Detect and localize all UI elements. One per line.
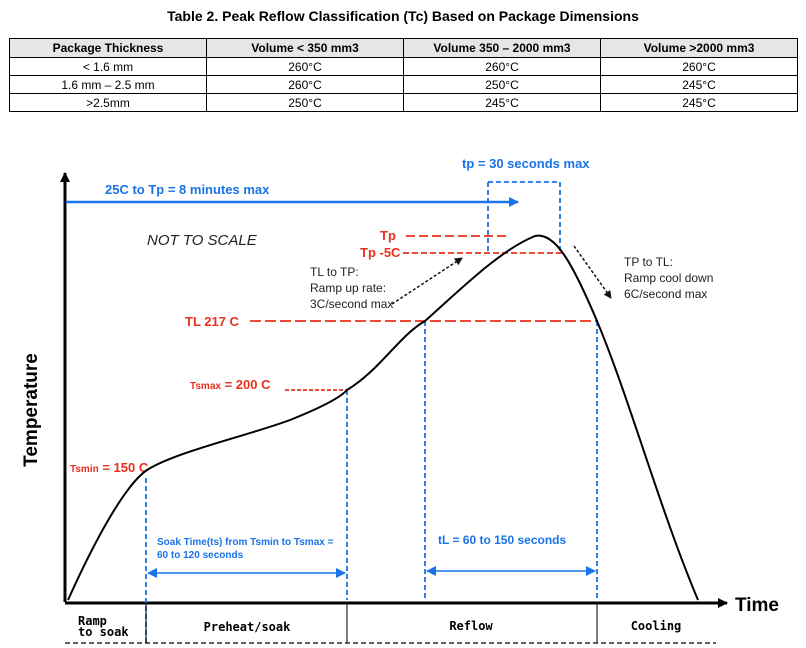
phase-label-ramp-to-soak: Ramp to soak (78, 614, 129, 639)
table-cell: 260°C (600, 57, 798, 76)
tp-duration-label: tp = 30 seconds max (462, 156, 590, 171)
table-row: >2.5mm 250°C 245°C 245°C (9, 93, 798, 112)
table-row: 1.6 mm – 2.5 mm 260°C 250°C 245°C (9, 75, 798, 94)
soak-time-label: Soak Time(ts) from Tsmin to Tsmax = 60 t… (157, 537, 336, 561)
header-volume-large: Volume >2000 mm3 (600, 38, 798, 58)
tp-minus-5-label: Tp -5C (360, 245, 401, 260)
ramp-up-label: TL to TP: Ramp up rate: 3C/second max (310, 265, 393, 311)
tp-level-label: Tp (380, 228, 396, 243)
y-axis-label: Temperature (21, 353, 42, 467)
reflow-profile-curve (67, 234, 699, 601)
table-title: Table 2. Peak Reflow Classification (Tc)… (167, 8, 639, 24)
ramp-to-peak-label: 25C to Tp = 8 minutes max (105, 182, 270, 197)
tl-duration-label: tL = 60 to 150 seconds (438, 533, 566, 547)
header-volume-medium: Volume 350 – 2000 mm3 (403, 38, 601, 58)
table-cell: 245°C (403, 93, 601, 112)
header-volume-small: Volume < 350 mm3 (206, 38, 404, 58)
table-cell: >2.5mm (9, 93, 207, 112)
ramp-down-label: TP to TL: Ramp cool down 6C/second max (624, 255, 717, 301)
table-header-row: Package Thickness Volume < 350 mm3 Volum… (9, 38, 798, 58)
header-package-thickness: Package Thickness (9, 38, 207, 58)
ramp-down-arrow (573, 245, 612, 299)
phase-label-preheat-soak: Preheat/soak (204, 620, 291, 634)
table-cell: < 1.6 mm (9, 57, 207, 76)
table-cell: 250°C (403, 75, 601, 94)
phase-label-reflow: Reflow (449, 619, 493, 633)
tsmin-level-label: Tsmin = 150 C (70, 460, 149, 475)
ramp-up-arrow (391, 257, 463, 305)
table-cell: 250°C (206, 93, 404, 112)
not-to-scale-note: NOT TO SCALE (147, 232, 258, 249)
x-axis-label: Time (735, 595, 779, 616)
reflow-classification-table: Package Thickness Volume < 350 mm3 Volum… (9, 38, 798, 112)
phase-label-cooling: Cooling (631, 619, 682, 633)
table-cell: 245°C (600, 93, 798, 112)
table-row: < 1.6 mm 260°C 260°C 260°C (9, 57, 798, 76)
tsmax-level-label: Tsmax = 200 C (190, 377, 271, 392)
tl-level-label: TL 217 C (185, 314, 240, 329)
